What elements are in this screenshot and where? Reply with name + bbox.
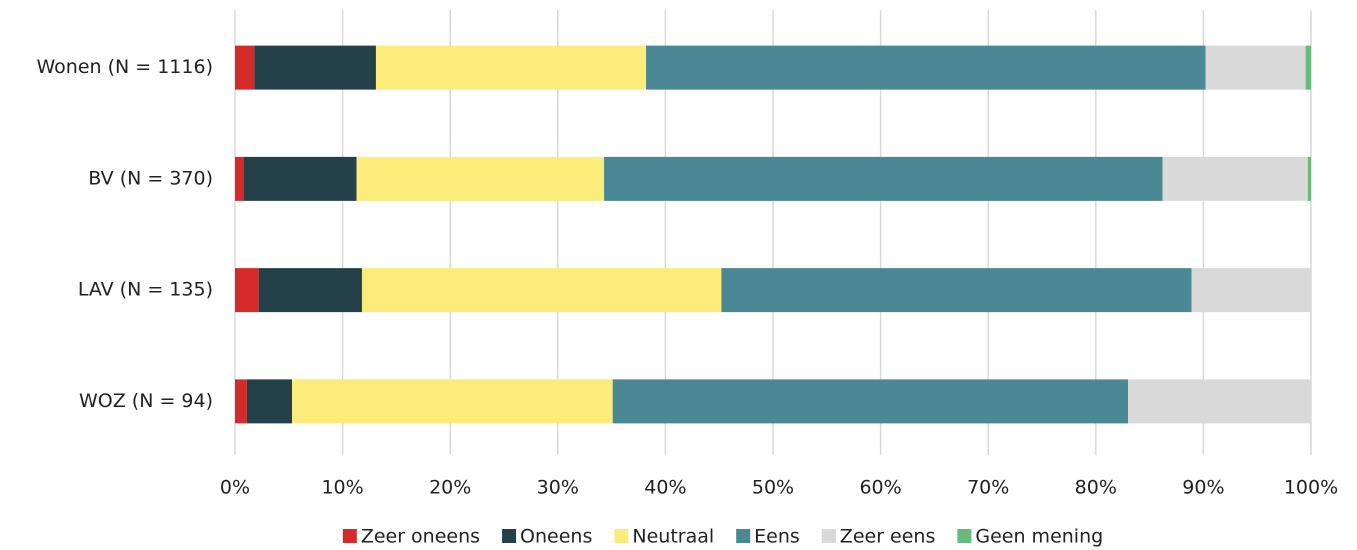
- legend-swatch: [821, 529, 836, 543]
- x-tick-label: 70%: [967, 477, 1009, 499]
- legend-label: Geen mening: [975, 526, 1103, 548]
- x-tick-label: 10%: [321, 477, 363, 499]
- x-tick-label: 80%: [1075, 477, 1117, 499]
- bar-segment: [361, 268, 722, 313]
- legend-label: Oneens: [520, 526, 592, 548]
- bar-segment: [235, 45, 255, 90]
- legend-label: Eens: [754, 526, 800, 548]
- bar-segment: [243, 156, 357, 201]
- x-tick-label: 20%: [429, 477, 471, 499]
- bar-segment: [1305, 45, 1311, 90]
- bar-segment: [1191, 268, 1311, 313]
- legend-label: Neutraal: [632, 526, 714, 548]
- legend-swatch: [736, 529, 751, 543]
- y-tick-label: BV (N = 370): [88, 167, 213, 189]
- legend-label: Zeer oneens: [361, 526, 480, 548]
- x-tick-label: 90%: [1182, 477, 1224, 499]
- bar-segment: [292, 379, 613, 424]
- bar-segment: [235, 268, 259, 313]
- x-tick-label: 40%: [644, 477, 686, 499]
- x-tick-label: 0%: [220, 477, 250, 499]
- bar-segment: [356, 156, 605, 201]
- bar-segment: [1307, 156, 1311, 201]
- bar-segment: [375, 45, 647, 90]
- bar-segment: [721, 268, 1192, 313]
- bar-segment: [235, 379, 247, 424]
- bar-segment: [1128, 379, 1311, 424]
- bar-segment: [1162, 156, 1308, 201]
- bar-segment: [1205, 45, 1306, 90]
- legend-swatch: [342, 529, 357, 543]
- bar-segment: [258, 268, 362, 313]
- legend-label: Zeer eens: [840, 526, 936, 548]
- bar-segment: [612, 379, 1129, 424]
- x-tick-label: 30%: [537, 477, 579, 499]
- x-tick-label: 100%: [1284, 477, 1338, 499]
- y-tick-label: LAV (N = 135): [78, 279, 213, 301]
- x-tick-label: 60%: [859, 477, 901, 499]
- bar-segment: [235, 156, 244, 201]
- x-tick-label: 50%: [752, 477, 794, 499]
- bar-segment: [246, 379, 293, 424]
- legend-swatch: [957, 529, 972, 543]
- y-tick-label: Wonen (N = 1116): [36, 56, 213, 78]
- legend-swatch: [614, 529, 629, 543]
- bar-segment: [646, 45, 1206, 90]
- bar-segment: [604, 156, 1163, 201]
- y-tick-label: WOZ (N = 94): [79, 390, 213, 412]
- bar-segment: [254, 45, 376, 90]
- legend: Zeer oneens Oneens Neutraal Eens Zeer eens Ge…: [342, 526, 1103, 548]
- legend-swatch: [502, 529, 517, 543]
